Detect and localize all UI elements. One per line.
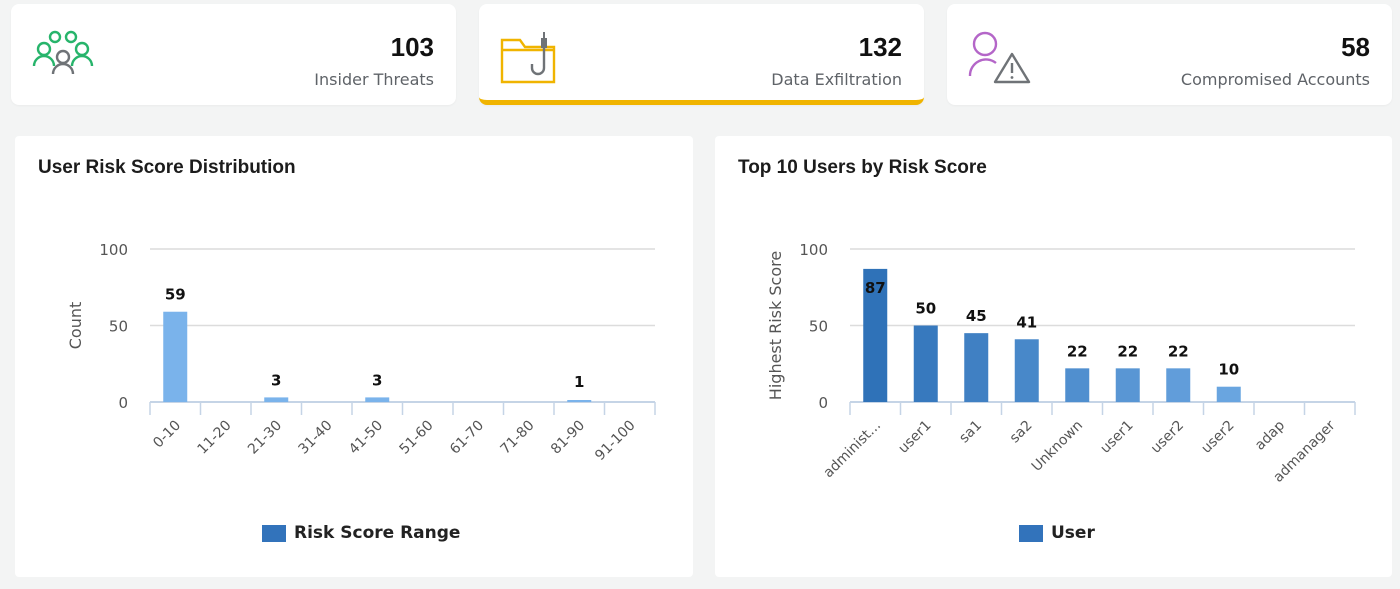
svg-text:10: 10: [1218, 361, 1239, 379]
chart-legend[interactable]: Risk Score Range: [262, 523, 460, 543]
svg-text:41-50: 41-50: [346, 418, 386, 458]
svg-text:50: 50: [809, 318, 828, 336]
svg-text:user2: user2: [1198, 418, 1237, 457]
svg-text:91-100: 91-100: [592, 418, 638, 464]
svg-text:50: 50: [915, 300, 936, 318]
svg-text:0-10: 0-10: [150, 418, 184, 452]
legend-label: Risk Score Range: [294, 523, 461, 543]
svg-text:22: 22: [1168, 342, 1189, 360]
kpi-value: 132: [858, 32, 902, 62]
legend-swatch: [1019, 524, 1043, 542]
svg-text:81-90: 81-90: [548, 418, 588, 458]
legend-label: User: [1051, 523, 1095, 543]
svg-text:11-20: 11-20: [194, 418, 234, 458]
svg-text:71-80: 71-80: [497, 418, 537, 458]
svg-text:administ...: administ...: [821, 418, 885, 482]
svg-text:100: 100: [799, 241, 828, 259]
svg-text:45: 45: [966, 307, 987, 325]
kpi-label: Insider Threats: [314, 70, 434, 89]
risk-distribution-bar-chart: 0 50 100 Count 59 0-10 11-20 3 21-30 31-40 3 41-50 5…: [66, 241, 656, 464]
panel-risk-score-distribution: User Risk Score Distribution 0 50 100 Count…: [15, 136, 693, 577]
kpi-value: 103: [390, 32, 434, 62]
svg-text:0: 0: [118, 394, 128, 412]
svg-text:Count: Count: [66, 302, 85, 350]
svg-text:user1: user1: [1097, 418, 1136, 457]
kpi-card-data-exfiltration[interactable]: 132 Data Exfiltration: [479, 4, 924, 105]
svg-text:3: 3: [271, 371, 281, 389]
top-users-bar-chart: 0 50 100 Highest Risk Score 87 administ... 50 u…: [766, 241, 1356, 486]
users-group-icon: [32, 30, 94, 75]
kpi-label: Compromised Accounts: [1180, 70, 1370, 89]
svg-text:3: 3: [372, 371, 382, 389]
svg-text:22: 22: [1117, 342, 1138, 360]
svg-text:adap: adap: [1252, 417, 1288, 453]
svg-text:21-30: 21-30: [245, 418, 285, 458]
svg-text:user1: user1: [895, 418, 934, 457]
panel-title: Top 10 Users by Risk Score: [738, 157, 987, 178]
svg-text:87: 87: [865, 279, 886, 297]
svg-text:Highest Risk Score: Highest Risk Score: [766, 251, 785, 400]
kpi-value: 58: [1341, 32, 1370, 62]
svg-text:41: 41: [1016, 313, 1037, 331]
svg-text:31-40: 31-40: [295, 418, 335, 458]
kpi-label: Data Exfiltration: [771, 70, 902, 89]
svg-text:59: 59: [165, 286, 186, 304]
svg-text:100: 100: [99, 241, 128, 259]
svg-text:22: 22: [1067, 342, 1088, 360]
svg-text:sa2: sa2: [1007, 418, 1036, 447]
svg-text:1: 1: [574, 373, 584, 391]
user-warning-icon: [968, 31, 1031, 84]
kpi-card-insider-threats[interactable]: 103 Insider Threats: [11, 4, 456, 105]
panel-title: User Risk Score Distribution: [38, 157, 296, 178]
folder-hook-icon: [500, 32, 556, 84]
svg-text:50: 50: [109, 318, 128, 336]
svg-text:0: 0: [818, 394, 828, 412]
svg-text:51-60: 51-60: [396, 418, 436, 458]
svg-text:61-70: 61-70: [447, 418, 487, 458]
kpi-card-compromised-accounts[interactable]: 58 Compromised Accounts: [947, 4, 1392, 105]
legend-swatch: [262, 524, 286, 542]
svg-text:user2: user2: [1148, 418, 1187, 457]
chart-legend[interactable]: User: [1019, 523, 1095, 543]
svg-text:Unknown: Unknown: [1029, 418, 1086, 475]
svg-text:sa1: sa1: [956, 418, 985, 447]
panel-top-users: Top 10 Users by Risk Score 0 50 100 Highest…: [715, 136, 1392, 577]
